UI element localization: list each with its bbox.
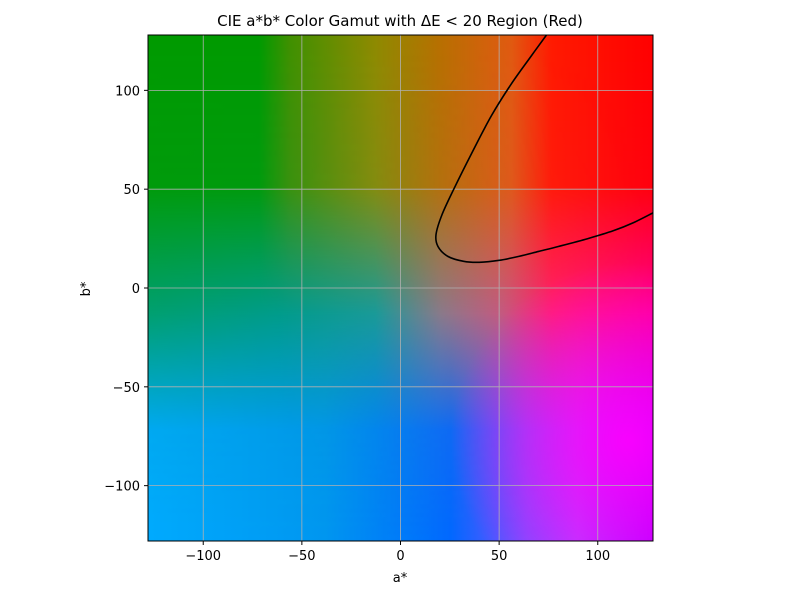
grid — [148, 35, 653, 541]
y-tick-label: 100 — [115, 84, 140, 99]
x-axis-label: a* — [393, 571, 408, 586]
x-tick-label: −50 — [288, 549, 315, 564]
y-axis-label: b* — [79, 281, 94, 296]
x-tick-label: 100 — [585, 549, 610, 564]
x-axis: −100 −50 0 50 100 — [185, 541, 610, 564]
x-tick-label: 0 — [396, 549, 404, 564]
chart-title: CIE a*b* Color Gamut with ΔE < 20 Region… — [217, 12, 583, 30]
x-tick-label: −100 — [185, 549, 221, 564]
y-tick-label: −100 — [104, 480, 140, 495]
x-tick-label: 50 — [491, 549, 508, 564]
y-axis: −100 −50 0 50 100 — [104, 84, 148, 495]
contour-layer — [434, 35, 653, 264]
delta-e-contour — [434, 35, 653, 264]
y-tick-label: −50 — [113, 381, 140, 396]
y-tick-label: 0 — [132, 282, 140, 297]
y-tick-label: 50 — [123, 183, 140, 198]
